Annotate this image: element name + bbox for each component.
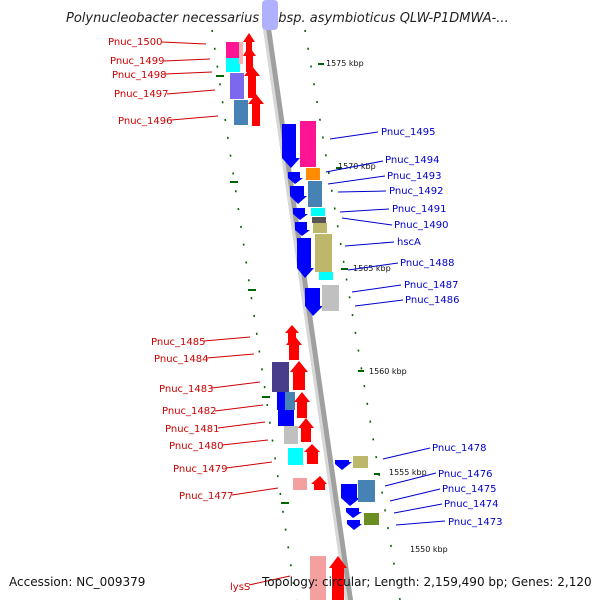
gene-box bbox=[322, 285, 339, 311]
gene-label[interactable]: Pnuc_1486 bbox=[405, 295, 459, 306]
gene-label[interactable]: Pnuc_1492 bbox=[389, 186, 443, 197]
gene-box bbox=[226, 58, 240, 72]
gene-box bbox=[272, 362, 289, 392]
gene-features-bottom bbox=[310, 556, 347, 600]
gene-label[interactable]: Pnuc_1482 bbox=[162, 406, 216, 417]
gene-arrow bbox=[297, 238, 314, 278]
gene-arrow bbox=[347, 520, 362, 530]
gene-box bbox=[300, 121, 316, 167]
gene-arrow bbox=[288, 172, 303, 184]
gene-box bbox=[306, 168, 320, 180]
gene-label[interactable]: Pnuc_1477 bbox=[179, 491, 233, 502]
gene-box bbox=[234, 100, 248, 125]
gene-label[interactable]: Pnuc_1479 bbox=[173, 464, 227, 475]
gene-box bbox=[285, 392, 295, 410]
gene-label[interactable]: Pnuc_1484 bbox=[154, 354, 208, 365]
gene-label[interactable]: Pnuc_1478 bbox=[432, 443, 486, 454]
gene-box bbox=[278, 410, 294, 426]
gene-features-left-middle bbox=[272, 325, 327, 490]
gene-arrow bbox=[305, 288, 323, 316]
gene-arrow bbox=[298, 418, 314, 442]
topology-text: Topology: circular; Length: 2,159,490 bp… bbox=[261, 575, 592, 589]
gene-arrow bbox=[341, 484, 360, 506]
gene-arrow bbox=[282, 124, 300, 168]
genome-backbone bbox=[262, 0, 353, 600]
gene-arrow bbox=[294, 392, 310, 418]
scale-label: 1575 kbp bbox=[326, 59, 364, 68]
guide-tracks bbox=[211, 29, 401, 600]
gene-box bbox=[288, 448, 303, 465]
gene-label[interactable]: Pnuc_1498 bbox=[112, 70, 166, 81]
gene-label[interactable]: Pnuc_1491 bbox=[392, 204, 446, 215]
gene-features-right-top bbox=[282, 121, 339, 316]
gene-arrow bbox=[293, 208, 308, 220]
gene-arrow bbox=[311, 476, 327, 490]
gene-arrow bbox=[244, 66, 260, 98]
gene-arrow bbox=[290, 361, 308, 390]
scale-label: 1560 kbp bbox=[369, 367, 407, 376]
gene-box bbox=[293, 478, 307, 490]
gene-box bbox=[226, 42, 240, 58]
gene-label[interactable]: Pnuc_1483 bbox=[159, 384, 213, 395]
gene-label[interactable]: Pnuc_1496 bbox=[118, 116, 172, 127]
gene-box bbox=[315, 234, 332, 272]
gene-arrow bbox=[248, 94, 264, 126]
gene-label[interactable]: Pnuc_1495 bbox=[381, 127, 435, 138]
gene-box bbox=[230, 73, 244, 99]
labels-right: Pnuc_1495 Pnuc_1494 Pnuc_1493 Pnuc_1492 … bbox=[325, 127, 502, 528]
gene-box bbox=[284, 426, 298, 444]
gene-label[interactable]: Pnuc_1474 bbox=[444, 499, 498, 510]
gene-arrow bbox=[243, 33, 255, 54]
accession-text: Accession: NC_009379 bbox=[9, 575, 145, 589]
gene-label[interactable]: Pnuc_1500 bbox=[108, 37, 162, 48]
gene-arrow bbox=[335, 460, 352, 470]
gene-label[interactable]: Pnuc_1476 bbox=[438, 469, 492, 480]
gene-label[interactable]: Pnuc_1480 bbox=[169, 441, 223, 452]
gene-arrow bbox=[290, 186, 307, 204]
gene-box bbox=[312, 217, 326, 223]
gene-label[interactable]: Pnuc_1485 bbox=[151, 337, 205, 348]
gene-arrow bbox=[346, 508, 362, 518]
gene-label[interactable]: Pnuc_1481 bbox=[165, 424, 219, 435]
gene-arrow bbox=[304, 444, 320, 464]
gene-features-left-top bbox=[226, 33, 264, 126]
gene-box bbox=[310, 556, 326, 600]
gene-label[interactable]: Pnuc_1473 bbox=[448, 517, 502, 528]
gene-label[interactable]: hscA bbox=[397, 237, 421, 248]
gene-box bbox=[313, 223, 327, 233]
gene-label[interactable]: Pnuc_1490 bbox=[394, 220, 448, 231]
gene-box bbox=[319, 272, 333, 280]
gene-box bbox=[358, 480, 375, 502]
gene-box bbox=[364, 513, 379, 525]
gene-label[interactable]: Pnuc_1493 bbox=[387, 171, 441, 182]
gene-label[interactable]: lysS bbox=[230, 582, 250, 593]
gene-label[interactable]: Pnuc_1488 bbox=[400, 258, 454, 269]
scale-label: 1565 kbp bbox=[353, 264, 391, 273]
gene-arrow bbox=[286, 335, 302, 360]
gene-features-right-bottom bbox=[335, 456, 379, 530]
gene-arrow bbox=[243, 46, 256, 72]
gene-label[interactable]: Pnuc_1475 bbox=[442, 484, 496, 495]
gene-label[interactable]: Pnuc_1487 bbox=[404, 280, 458, 291]
map-title: Polynucleobacter necessarius subsp. asym… bbox=[66, 11, 509, 26]
gene-arrow bbox=[329, 556, 347, 600]
gene-box bbox=[308, 181, 322, 207]
scale-ticks bbox=[216, 63, 380, 504]
gene-label[interactable]: Pnuc_1494 bbox=[385, 155, 439, 166]
scale-label: 1555 kbp bbox=[389, 468, 427, 477]
gene-box bbox=[277, 392, 285, 410]
scale-label: 1550 kbp bbox=[410, 545, 448, 554]
gene-label[interactable]: Pnuc_1497 bbox=[114, 89, 168, 100]
gene-label[interactable]: Pnuc_1499 bbox=[110, 56, 164, 67]
gene-box bbox=[353, 456, 368, 468]
gene-arrow bbox=[295, 222, 310, 236]
labels-left: Pnuc_1500 Pnuc_1499 Pnuc_1498 Pnuc_1497 … bbox=[108, 37, 291, 593]
gene-box bbox=[311, 208, 325, 216]
